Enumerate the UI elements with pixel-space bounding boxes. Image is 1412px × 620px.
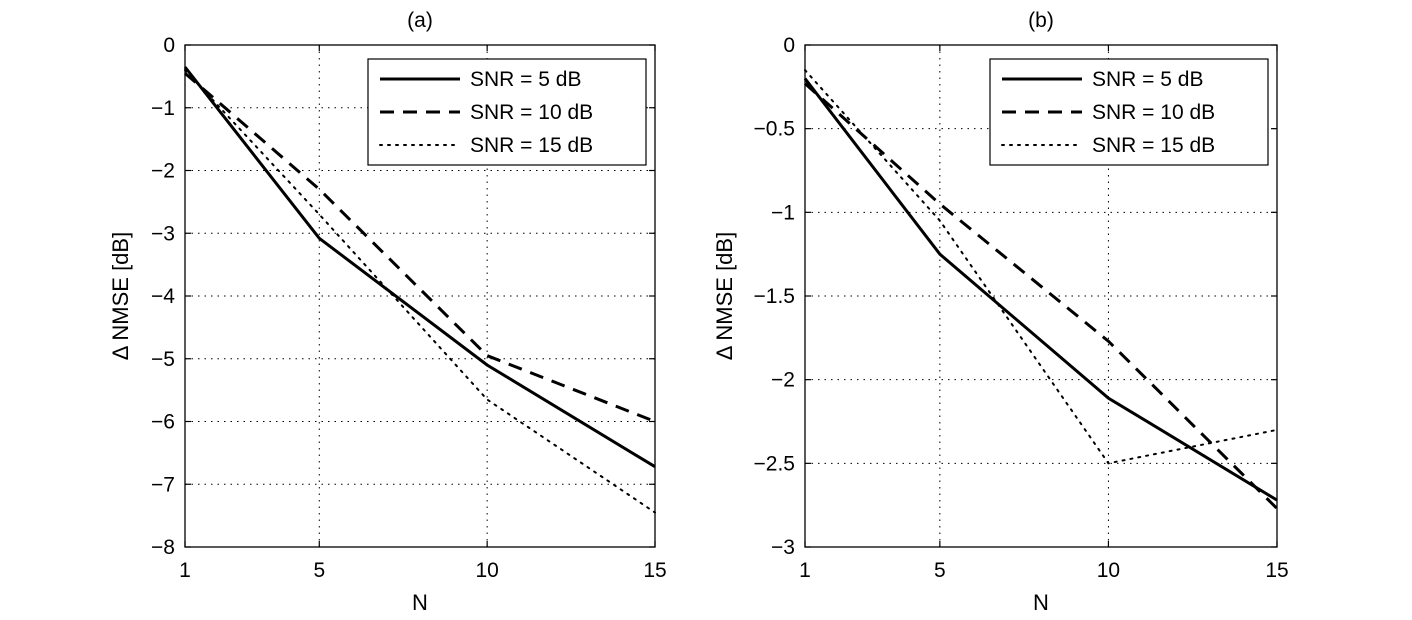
chart-b-series-line-3 bbox=[804, 69, 1278, 465]
chart-a-x-tick-label: 1 bbox=[179, 559, 191, 582]
chart-a-y-tick-label: −7 bbox=[151, 473, 175, 496]
chart-b-axes-frame bbox=[804, 44, 1278, 548]
chart-b-series-line-1 bbox=[803, 77, 1278, 502]
chart-b-y-axis-label: Δ NMSE [dB] bbox=[712, 232, 737, 360]
chart-b-y-tick-label: −1 bbox=[771, 201, 795, 224]
chart-a-legend-label-2: SNR = 10 dB bbox=[470, 101, 593, 124]
chart-b-x-axis-label: N bbox=[1033, 590, 1049, 615]
chart-b-y-tick-label: −1.5 bbox=[754, 285, 795, 308]
chart-a-series-line-1 bbox=[183, 66, 656, 468]
chart-a-legend-label-1: SNR = 5 dB bbox=[470, 68, 581, 91]
chart-panel-b: 0−0.5−1−1.5−2−2.5−31 5 10 15(b)NΔ NMSE [dB]… bbox=[712, 9, 1289, 615]
chart-b-y-tick-label: −0.5 bbox=[754, 118, 795, 141]
chart-b-x-tick-label: 5 bbox=[934, 559, 946, 582]
chart-a-y-tick-label: −1 bbox=[151, 97, 175, 120]
chart-a-y-tick-label: −3 bbox=[151, 222, 175, 245]
chart-b-x-tick-label: 15 bbox=[1265, 559, 1288, 582]
chart-a-x-tick-label: 15 bbox=[643, 559, 666, 582]
chart-b-y-tick-label: 0 bbox=[783, 34, 795, 57]
chart-b-y-tick-label: −3 bbox=[771, 536, 795, 559]
chart-a-y-axis-label: Δ NMSE [dB] bbox=[108, 232, 133, 360]
chart-a-y-tick-label: −8 bbox=[151, 536, 175, 559]
chart-b-legend-label-3: SNR = 15 dB bbox=[1092, 134, 1215, 157]
chart-b-title: (b) bbox=[1028, 9, 1054, 32]
chart-b-legend-label-1: SNR = 5 dB bbox=[1092, 68, 1203, 91]
chart-b-x-tick-label: 1 bbox=[799, 559, 811, 582]
chart-a-x-tick-label: 5 bbox=[313, 559, 325, 582]
chart-a-axes-frame bbox=[184, 44, 656, 548]
chart-a-title: (a) bbox=[407, 9, 433, 32]
chart-b-series-line-2 bbox=[804, 82, 1279, 510]
chart-a-y-tick-label: −2 bbox=[151, 160, 175, 183]
chart-b-y-tick-label: −2.5 bbox=[754, 452, 795, 475]
chart-a-x-tick-label: 10 bbox=[475, 559, 498, 582]
chart-a-y-tick-label: −4 bbox=[151, 285, 175, 308]
chart-a-legend-label-3: SNR = 15 dB bbox=[470, 134, 593, 157]
chart-panel-a: 0−1−2−3−4−5−6−7−81 5 10 15(a)NΔ NMSE [dB]SN… bbox=[108, 9, 667, 615]
chart-a-y-tick-label: −6 bbox=[151, 411, 175, 434]
chart-a-y-tick-label: −5 bbox=[151, 348, 175, 371]
chart-b-x-tick-label: 10 bbox=[1097, 559, 1120, 582]
chart-b-y-tick-label: −2 bbox=[771, 369, 795, 392]
chart-b-legend-label-2: SNR = 10 dB bbox=[1092, 101, 1215, 124]
chart-a-series-line-3 bbox=[184, 69, 656, 514]
chart-a-x-axis-label: N bbox=[412, 590, 428, 615]
chart-a-y-tick-label: 0 bbox=[163, 34, 175, 57]
